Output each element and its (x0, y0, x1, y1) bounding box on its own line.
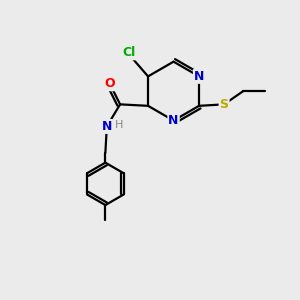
Text: S: S (220, 98, 229, 111)
Text: N: N (102, 120, 112, 133)
Text: N: N (168, 114, 179, 127)
Text: Cl: Cl (122, 46, 136, 59)
Text: H: H (115, 120, 123, 130)
Text: O: O (104, 77, 115, 90)
Text: N: N (194, 70, 204, 83)
